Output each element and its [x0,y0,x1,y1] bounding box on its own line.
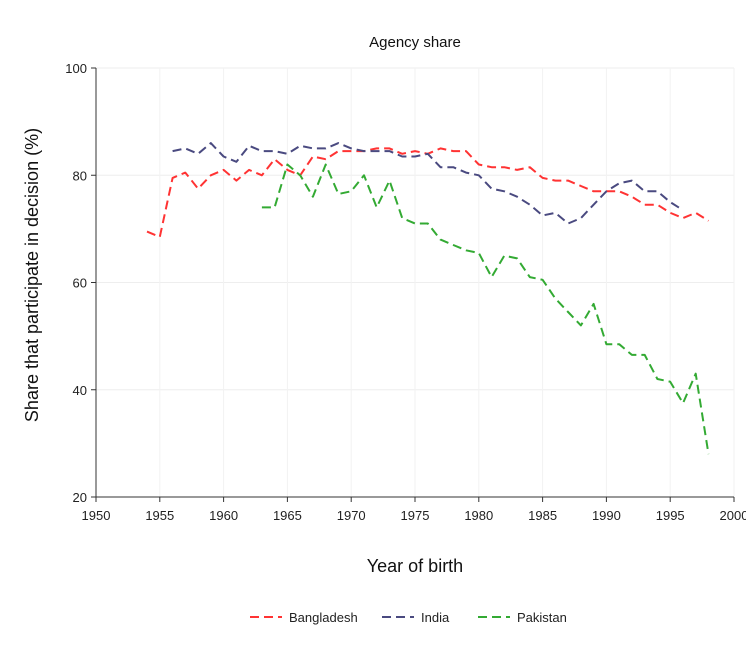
x-axis-title: Year of birth [367,556,463,576]
series-line-india [172,142,684,225]
legend: Bangladesh India Pakistan [250,610,567,625]
y-tick-label: 40 [73,383,87,398]
x-tick-label: 1990 [592,508,621,523]
x-tick-label: 1965 [273,508,302,523]
x-tick-label: 1975 [401,508,430,523]
y-tick-label: 20 [73,490,87,505]
x-tick-label: 2000 [720,508,746,523]
axes: 20 40 60 80 100 1950 1955 1960 1965 1970 1975 1980 1… [65,61,746,523]
chart-title: Agency share [369,34,461,51]
legend-label-pakistan: Pakistan [517,610,567,625]
y-tick-label: 80 [73,168,87,183]
x-tick-label: 1955 [145,508,174,523]
x-tick-label: 1960 [209,508,238,523]
x-tick-label: 1985 [528,508,557,523]
x-tick-label: 1950 [82,508,111,523]
x-tick-label: 1995 [656,508,685,523]
x-tick-label: 1980 [464,508,493,523]
y-tick-label: 100 [65,61,87,76]
legend-label-india: India [421,610,450,625]
x-tick-label: 1970 [337,508,366,523]
legend-label-bangladesh: Bangladesh [289,610,358,625]
y-axis-title: Share that participate in decision (%) [22,128,42,422]
series-line-pakistan [261,163,710,455]
series-group [146,142,710,455]
y-tick-label: 60 [73,276,87,291]
